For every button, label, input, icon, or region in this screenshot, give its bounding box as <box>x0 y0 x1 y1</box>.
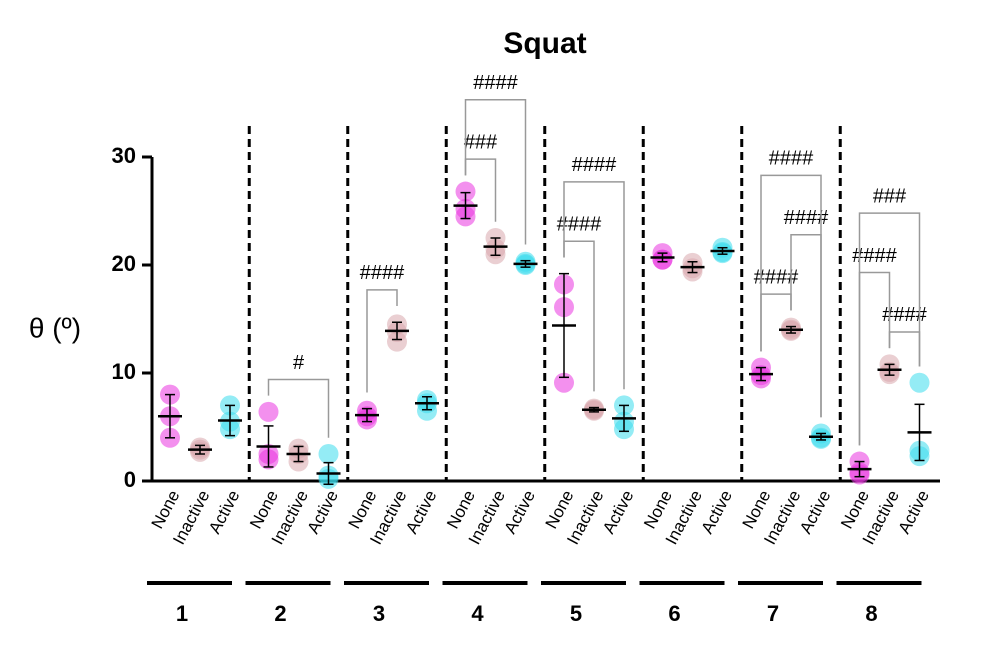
data-point <box>417 400 437 421</box>
y-axis-label: θ (º) <box>29 312 81 343</box>
group-label: 5 <box>570 601 582 626</box>
significance-bracket <box>563 181 625 390</box>
group-label: 3 <box>373 601 385 626</box>
data-point <box>909 372 930 393</box>
significance-bracket <box>858 212 921 446</box>
significance-bracket <box>563 240 595 392</box>
group-label: 8 <box>865 601 877 626</box>
significance-bracket <box>464 99 527 245</box>
y-tick-label: 30 <box>112 143 136 168</box>
group-label: 6 <box>668 601 680 626</box>
group-label: 2 <box>274 601 286 626</box>
data-point <box>455 181 476 202</box>
chart-title: Squat <box>503 27 586 60</box>
significance-label: #### <box>473 72 518 94</box>
significance-label: #### <box>784 207 829 229</box>
y-tick-label: 20 <box>112 251 136 276</box>
y-tick-label: 0 <box>124 467 136 492</box>
significance-label: #### <box>769 148 814 170</box>
significance-label: # <box>293 352 305 374</box>
data-point <box>318 444 339 464</box>
significance-label: #### <box>754 266 799 288</box>
significance-label: #### <box>882 304 927 326</box>
significance-label: #### <box>572 154 617 176</box>
significance-label: #### <box>360 262 405 284</box>
significance-bracket <box>267 378 330 438</box>
data-point <box>387 331 407 352</box>
group-label: 1 <box>176 601 188 626</box>
y-tick-label: 10 <box>112 359 136 384</box>
group-label: 7 <box>767 601 779 626</box>
significance-bracket <box>366 289 398 393</box>
significance-label: ### <box>464 131 498 153</box>
significance-label: #### <box>557 214 602 236</box>
significance-label: ### <box>873 185 907 207</box>
significance-label: #### <box>852 245 897 267</box>
data-point <box>258 401 279 422</box>
significance-bracket <box>760 174 822 418</box>
group-label: 4 <box>471 601 484 626</box>
